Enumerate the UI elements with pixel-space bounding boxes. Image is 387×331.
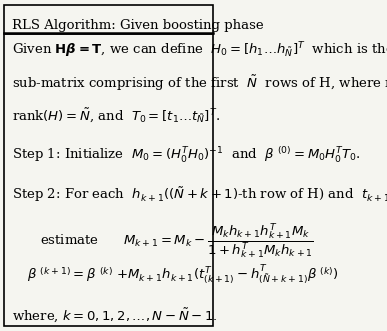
Text: Step 2: For each  $h_{k+1}((\tilde{N}+k+1)$-th row of H) and  $t_{k+1}=T^T_{(\ti: Step 2: For each $h_{k+1}((\tilde{N}+k+1… bbox=[12, 183, 387, 207]
Text: where, $k = 0,1,2,\ldots,N - \tilde{N} - 1.$: where, $k = 0,1,2,\ldots,N - \tilde{N} -… bbox=[12, 307, 217, 324]
Text: Given $\mathbf{H}\boldsymbol{\beta}\mathbf{=T}$, we can define  $H_0 = [h_1 \ldo: Given $\mathbf{H}\boldsymbol{\beta}\math… bbox=[12, 41, 387, 60]
Text: $\beta$ $^{(k+1)}$$=\beta$ $^{(k)}$ $+ M_{k+1}h_{k+1}(t^T_{(k+1)} - h^T_{(\tilde: $\beta$ $^{(k+1)}$$=\beta$ $^{(k)}$ $+ M… bbox=[27, 264, 339, 287]
Text: RLS Algorithm: Given boosting phase: RLS Algorithm: Given boosting phase bbox=[12, 20, 264, 32]
FancyBboxPatch shape bbox=[3, 5, 213, 326]
Text: Step 1: Initialize  $M_0=(H_0^T H_0)^{-1}$  and  $\beta$ $^{(0)}$$=M_0 H_0^T T_0: Step 1: Initialize $M_0=(H_0^T H_0)^{-1}… bbox=[12, 146, 361, 165]
Text: sub-matrix comprising of the first  $\tilde{N}$  rows of H, where rank$(H_0)=$: sub-matrix comprising of the first $\til… bbox=[12, 73, 387, 93]
Text: estimate      $M_{k+1}=M_k - \dfrac{M_k h_{k+1} h_{k+1}^T M_k}{1+h_{k+1}^T M_k h: estimate $M_{k+1}=M_k - \dfrac{M_k h_{k+… bbox=[40, 221, 314, 260]
Text: rank$(H)= \tilde{N}$, and  $T_0=[t_1 \ldots t_{\tilde{N}}]^T$.: rank$(H)= \tilde{N}$, and $T_0=[t_1 \ldo… bbox=[12, 106, 220, 124]
